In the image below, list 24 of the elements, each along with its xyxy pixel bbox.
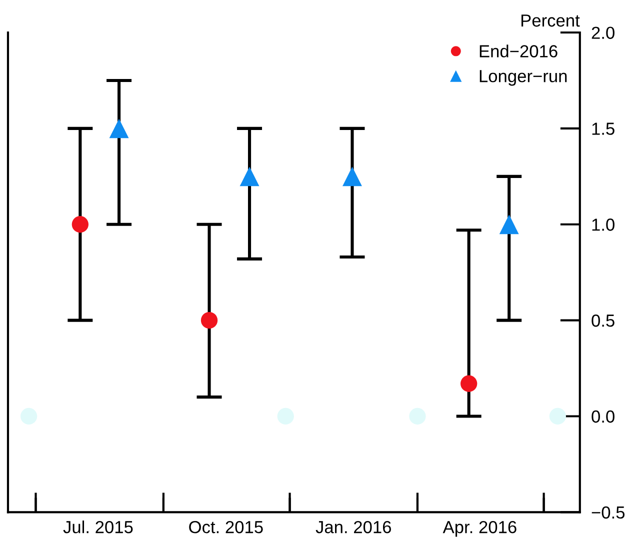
point: [409, 408, 426, 425]
point: [72, 216, 89, 233]
point: [277, 408, 294, 425]
x-tick-label: Jan. 2016: [316, 520, 391, 534]
y-tick-label: −0.5: [592, 506, 625, 519]
y-tick-label: 2.0: [592, 26, 614, 39]
point: [342, 166, 362, 186]
legend-label: Longer−run: [480, 70, 567, 86]
x-tick-label: Jul. 2015: [63, 520, 133, 534]
y-tick-label: 1.0: [592, 218, 614, 231]
point: [109, 118, 129, 138]
x-tick-label: Oct. 2015: [189, 520, 263, 534]
point: [20, 408, 38, 425]
y-axis-title: Percent: [521, 14, 580, 27]
point: [549, 408, 566, 425]
y-tick-label: 0.0: [592, 410, 614, 423]
y-tick-label: 0.5: [592, 314, 614, 327]
x-tick-label: Apr. 2016: [442, 520, 516, 537]
point: [200, 312, 218, 329]
point: [240, 166, 260, 186]
legend-label: End−2016: [480, 44, 558, 58]
point: [499, 214, 519, 234]
y-tick-label: 1.5: [592, 122, 614, 135]
point: [460, 375, 478, 392]
